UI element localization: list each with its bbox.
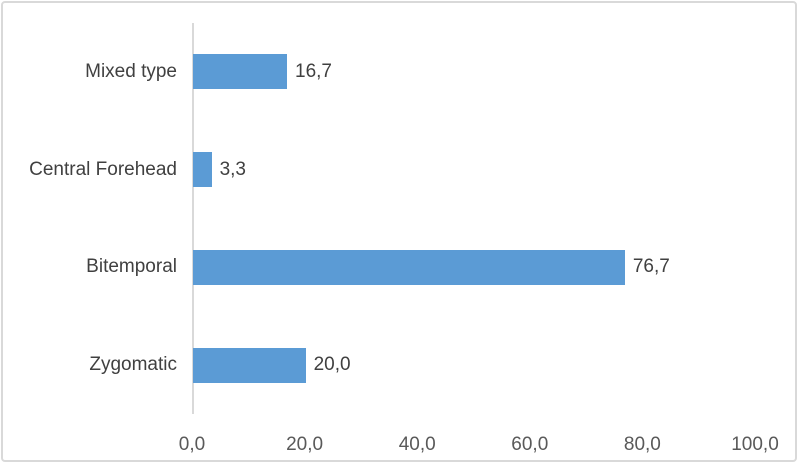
bar — [193, 152, 212, 188]
x-tick-label: 0,0 — [178, 434, 206, 455]
bar — [193, 54, 288, 90]
category-label: Mixed type — [85, 60, 177, 82]
category-label: Zygomatic — [89, 354, 177, 376]
x-tick-label: 40,0 — [398, 434, 436, 455]
category-label: Bitemporal — [86, 256, 177, 278]
category-axis-line — [192, 23, 194, 414]
value-label: 20,0 — [313, 354, 351, 376]
plot-area: Mixed type 16,7 Central Forehead 3,3 Bitempo… — [3, 3, 795, 460]
value-label: 16,7 — [295, 60, 332, 82]
x-tick-label: 80,0 — [623, 434, 661, 455]
bar — [193, 249, 625, 285]
value-label: 3,3 — [219, 158, 246, 180]
bar — [193, 347, 306, 383]
category-label: Central Forehead — [29, 158, 177, 180]
x-tick-label: 20,0 — [286, 434, 324, 455]
value-label: 76,7 — [632, 256, 670, 278]
x-tick-label: 100,0 — [731, 434, 779, 455]
x-tick-label: 60,0 — [511, 434, 549, 455]
